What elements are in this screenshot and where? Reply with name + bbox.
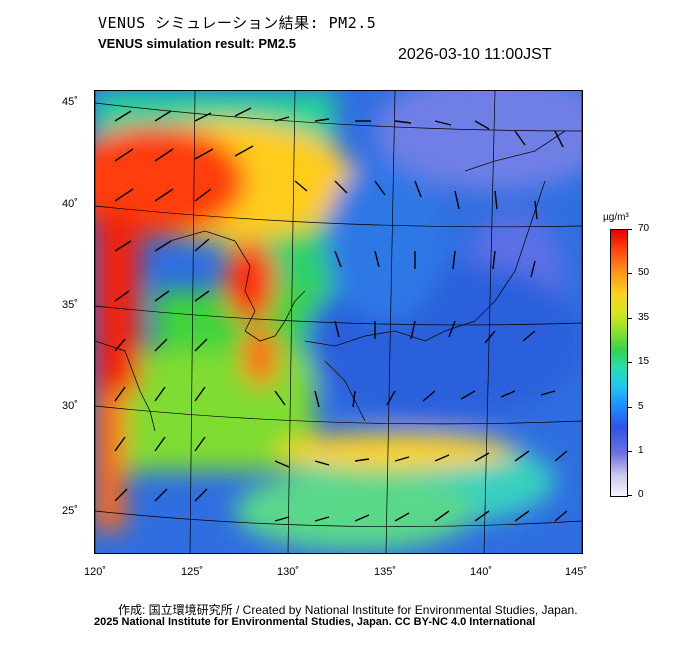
pm25-concentration-field	[95, 91, 582, 553]
colorbar-tick	[627, 407, 632, 408]
graticule	[95, 91, 582, 553]
wind-vectors	[114, 107, 568, 522]
lon-label: 130˚	[277, 566, 300, 578]
colorbar-label: 0	[638, 489, 644, 500]
colorbar-tick	[627, 318, 632, 319]
lon-label: 135˚	[374, 566, 397, 578]
colorbar-tick	[627, 495, 632, 496]
colorbar-tick	[627, 362, 632, 363]
pm25-map	[94, 90, 583, 554]
colorbar-label: 50	[638, 267, 650, 278]
lat-label: 35˚	[62, 299, 78, 311]
lat-label: 25˚	[62, 505, 78, 517]
lon-label: 145˚	[565, 566, 588, 578]
colorbar-unit: µg/m³	[603, 212, 629, 223]
colorbar-label: 5	[638, 401, 644, 412]
colorbar-tick	[627, 451, 632, 452]
lon-label: 125˚	[181, 566, 204, 578]
lat-label: 45˚	[62, 96, 78, 108]
lon-label: 140˚	[470, 566, 493, 578]
lon-label: 120˚	[84, 566, 107, 578]
colorbar-label: 15	[638, 356, 650, 367]
title-jp: VENUS シミュレーション結果: PM2.5	[98, 14, 377, 32]
colorbar-tick	[627, 229, 632, 230]
forecast-timestamp: 2026-03-10 11:00JST	[398, 46, 552, 63]
colorbar-label: 35	[638, 312, 650, 323]
coastlines	[95, 130, 566, 432]
credit-en: 2025 National Institute for Environmenta…	[94, 616, 536, 628]
colorbar	[610, 229, 628, 497]
lat-label: 40˚	[62, 198, 78, 210]
lat-label: 30˚	[62, 400, 78, 412]
colorbar-tick	[627, 273, 632, 274]
colorbar-label: 1	[638, 445, 644, 456]
title-en: VENUS simulation result: PM2.5	[98, 36, 296, 51]
credit-jp: 作成: 国立環境研究所 / Created by National Instit…	[118, 603, 578, 617]
colorbar-label: 70	[638, 223, 650, 234]
